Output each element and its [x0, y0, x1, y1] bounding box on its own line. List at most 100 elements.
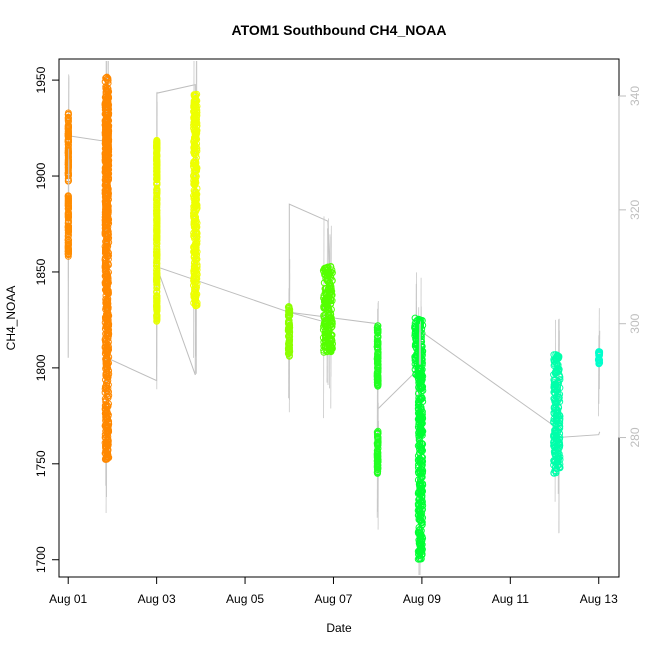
data-point	[373, 343, 381, 350]
data-point	[286, 336, 294, 343]
data-point	[411, 354, 419, 362]
data-point	[153, 311, 161, 319]
y-axis: 1700 1750 1800 1850 1900 1950	[34, 66, 60, 573]
data-point	[190, 209, 198, 217]
data-point	[190, 192, 198, 200]
data-point	[64, 223, 72, 231]
data-point	[103, 320, 111, 328]
data-point	[104, 377, 112, 384]
data-point	[553, 465, 561, 473]
x-axis: Aug 01 Aug 03 Aug 05 Aug 07 Aug 09 Aug 11 Aug …	[49, 576, 618, 606]
data-point	[418, 375, 426, 383]
data-point	[153, 213, 161, 221]
data-point	[102, 304, 110, 312]
data-point	[105, 136, 113, 144]
data-point	[101, 279, 109, 286]
data-point	[64, 210, 72, 218]
data-point	[373, 468, 381, 476]
data-point	[323, 299, 331, 307]
data-point	[103, 195, 110, 202]
data-point	[153, 187, 161, 195]
data-point	[103, 239, 111, 247]
x-tick-label: Aug 05	[226, 592, 264, 606]
data-point	[153, 280, 161, 288]
data-point	[102, 340, 110, 348]
data-point	[103, 185, 111, 193]
data-point	[191, 179, 199, 187]
data-point	[103, 73, 111, 81]
data-point	[552, 404, 559, 412]
right-axis: 280 300 320 340	[618, 86, 642, 448]
data-point	[64, 202, 72, 210]
data-point	[153, 175, 161, 183]
x-tick-label: Aug 13	[580, 592, 618, 606]
data-point	[418, 355, 426, 362]
data-point	[64, 247, 72, 255]
data-point	[153, 249, 161, 256]
data-point	[153, 206, 161, 214]
data-point	[416, 476, 424, 484]
data-point	[103, 155, 110, 163]
y-tick-label: 1850	[34, 258, 48, 285]
data-point	[417, 387, 425, 395]
data-point	[103, 307, 111, 315]
data-point	[415, 414, 423, 422]
data-point	[104, 141, 112, 149]
data-point	[286, 333, 294, 341]
data-point	[192, 131, 200, 139]
data-point	[191, 121, 199, 129]
data-point	[103, 231, 111, 239]
data-point	[326, 282, 334, 290]
data-point	[190, 233, 198, 240]
data-point	[104, 168, 112, 176]
data-point	[324, 276, 332, 284]
y-tick-label: 1750	[34, 450, 48, 477]
point-series-6	[373, 300, 382, 530]
data-point	[153, 163, 161, 171]
data-point	[64, 132, 72, 140]
data-point	[419, 480, 426, 488]
data-point	[103, 451, 111, 459]
data-point	[551, 427, 559, 435]
data-point	[285, 305, 293, 312]
data-point	[418, 343, 425, 351]
data-point	[102, 423, 110, 431]
data-point	[153, 191, 161, 199]
data-point	[416, 413, 424, 421]
data-point	[102, 272, 110, 280]
data-point	[104, 328, 112, 336]
data-point	[153, 251, 161, 259]
data-point	[325, 326, 333, 334]
data-point	[285, 318, 293, 326]
x-axis-label: Date	[326, 621, 352, 635]
data-point	[411, 356, 419, 364]
data-point	[374, 458, 382, 466]
data-point	[321, 319, 329, 327]
data-point	[326, 280, 334, 288]
data-point	[284, 350, 292, 357]
data-point	[285, 326, 293, 334]
data-point	[286, 346, 293, 354]
data-point	[550, 448, 558, 456]
data-point	[101, 156, 109, 164]
data-point	[416, 490, 424, 498]
data-point	[322, 322, 330, 330]
data-point	[417, 378, 425, 386]
data-point	[104, 230, 112, 238]
data-point	[555, 394, 563, 402]
data-point	[551, 380, 559, 388]
data-points-layer	[64, 60, 604, 576]
data-point	[101, 405, 109, 413]
data-point	[153, 314, 161, 322]
data-point	[103, 269, 111, 277]
data-point	[595, 348, 603, 356]
data-point	[64, 219, 72, 227]
data-point	[102, 360, 110, 368]
data-point	[153, 196, 161, 204]
data-point	[373, 359, 381, 367]
x-tick-label: Aug 01	[49, 592, 87, 606]
data-point	[191, 107, 198, 115]
data-point	[153, 287, 161, 295]
data-point	[373, 355, 381, 363]
